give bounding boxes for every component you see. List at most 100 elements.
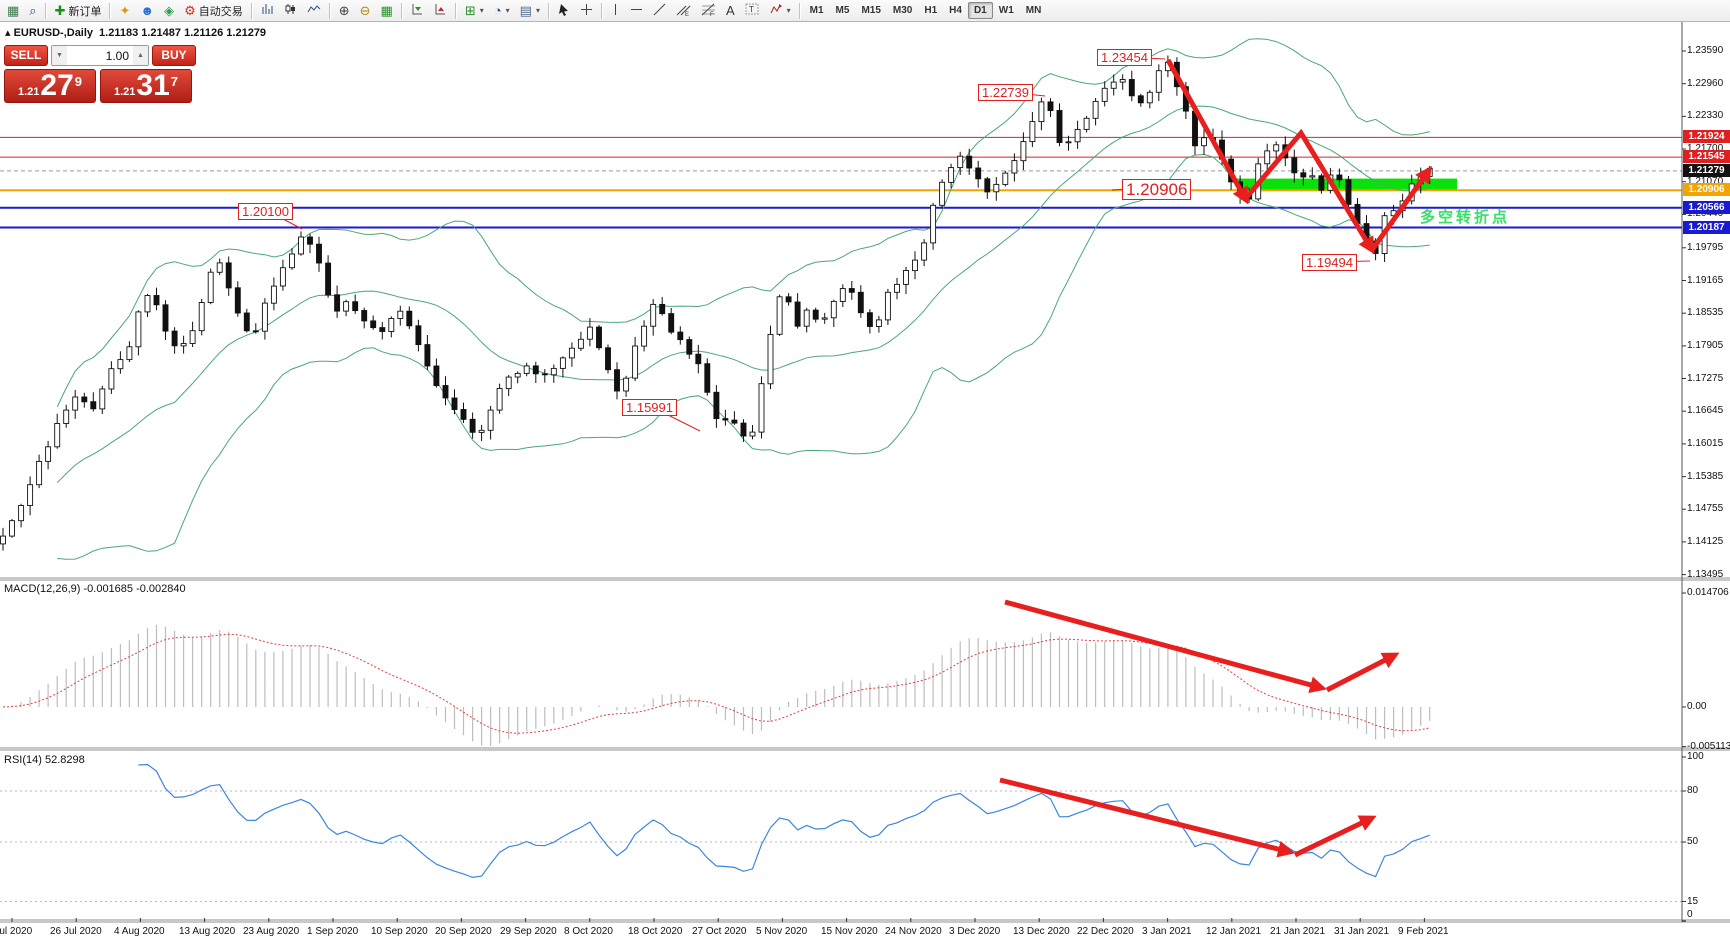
date-label: 13 Aug 2020 xyxy=(179,926,236,937)
trend-arrow xyxy=(1165,58,1249,205)
cursor-icon xyxy=(558,3,570,19)
timeframe-mn[interactable]: MN xyxy=(1025,5,1042,16)
chart-title: ▴ EURUSD-,Daily 1.21183 1.21487 1.21126 1… xyxy=(5,26,266,39)
volume-increase-icon[interactable]: ▲ xyxy=(133,46,148,65)
horizontal-line-icon xyxy=(630,5,643,17)
channel-icon[interactable]: E xyxy=(671,2,696,19)
sell-price[interactable]: 1.21 27 9 xyxy=(4,69,96,103)
rsi-tick-label: 100 xyxy=(1687,751,1704,762)
new-chart-icon[interactable]: ▦ xyxy=(2,2,24,19)
buy-price[interactable]: 1.21 31 7 xyxy=(100,69,192,103)
price-tick-label: 1.19795 xyxy=(1687,242,1724,253)
volume-decrease-icon[interactable]: ▼ xyxy=(52,46,67,65)
volume-value[interactable]: 1.00 xyxy=(105,48,129,63)
shapes-dropdown-icon[interactable]: ▾ xyxy=(764,2,796,19)
bull-candles xyxy=(0,61,1433,545)
timeframe-m1[interactable]: M1 xyxy=(809,5,824,16)
crosshair-icon[interactable] xyxy=(575,2,598,19)
bar-chart-icon xyxy=(261,3,274,18)
chart-profile-icon[interactable]: ⌕ xyxy=(24,2,41,19)
signal-icon[interactable]: ◈ xyxy=(159,2,179,19)
bear-candles xyxy=(81,61,1379,437)
tile-windows-icon: ▦ xyxy=(380,3,393,18)
level-price-badge: 1.20187 xyxy=(1683,221,1730,234)
price-annotation[interactable]: 1.20100 xyxy=(238,203,293,220)
trend-arrow xyxy=(1004,599,1327,694)
add-indicator-dropdown-caret[interactable]: ▾ xyxy=(479,6,484,15)
symbol-period-label: EURUSD-,Daily xyxy=(13,27,94,39)
bollinger-band xyxy=(56,38,1430,408)
community-icon[interactable]: ☻ xyxy=(135,2,159,19)
price-tick-label: 1.14125 xyxy=(1687,536,1724,547)
price-tick-label: 1.23590 xyxy=(1687,45,1724,56)
price-annotation[interactable]: 1.15991 xyxy=(622,399,677,416)
turning-point-note[interactable]: 多空转折点 xyxy=(1420,209,1511,226)
volume-stepper[interactable]: ▼ 1.00 ▲ xyxy=(51,45,149,66)
date-label: 5 Jul 2020 xyxy=(0,926,33,937)
add-indicator-dropdown[interactable]: ⊞ ▾ xyxy=(460,2,489,19)
cursor-icon[interactable] xyxy=(553,2,575,19)
date-label: 26 Jul 2020 xyxy=(50,926,102,937)
new-order-icon[interactable]: ✚ 新订单 xyxy=(50,2,107,19)
candle-wicks xyxy=(2,55,1431,551)
timeframe-m5[interactable]: M5 xyxy=(835,5,850,16)
level-price-badge: 1.20906 xyxy=(1683,183,1730,196)
price-tick-label: 1.21700 xyxy=(1687,143,1724,154)
label-icon: T xyxy=(745,3,759,18)
price-annotation[interactable]: 1.20906 xyxy=(1122,179,1192,200)
label-icon[interactable]: T xyxy=(740,2,764,19)
zoom-in-icon: ⊕ xyxy=(338,3,350,18)
timeframe-m15[interactable]: M15 xyxy=(861,5,881,16)
trendline-icon[interactable] xyxy=(648,2,671,19)
fibonacci-icon[interactable]: F xyxy=(696,2,721,19)
price-tick-label: 1.19165 xyxy=(1687,275,1724,286)
date-label: 9 Feb 2021 xyxy=(1398,926,1449,937)
date-label: 18 Oct 2020 xyxy=(628,926,683,937)
sell-price-pip: 9 xyxy=(74,74,83,89)
buy-button[interactable]: BUY xyxy=(152,45,196,66)
price-tick-label: 1.22960 xyxy=(1687,78,1724,89)
vertical-line-icon[interactable] xyxy=(606,2,625,19)
shapes-dropdown-icon-caret[interactable]: ▾ xyxy=(786,6,791,15)
svg-text:F: F xyxy=(710,12,714,16)
line-chart-icon[interactable] xyxy=(302,2,326,19)
autotrading-icon[interactable]: ⚙ 自动交易 xyxy=(179,2,248,19)
date-label: 21 Jan 2021 xyxy=(1270,926,1326,937)
price-tick-label: 1.17905 xyxy=(1687,340,1724,351)
timeframe-h4[interactable]: H4 xyxy=(949,5,962,16)
current-price-badge: 1.21279 xyxy=(1683,164,1730,177)
period-clock-dropdown[interactable]: ◔ ▾ xyxy=(489,2,515,19)
timeframe-m30[interactable]: M30 xyxy=(892,5,913,16)
template-dropdown[interactable]: ▤ ▾ xyxy=(515,2,545,19)
broom-icon[interactable]: ✦ xyxy=(114,2,135,19)
trend-arrow xyxy=(1325,652,1400,693)
date-label: 31 Jan 2021 xyxy=(1334,926,1390,937)
macd-tick-label: 0.00 xyxy=(1687,701,1707,712)
candlestick-chart-icon[interactable] xyxy=(279,2,302,19)
rsi-tick-label: 0 xyxy=(1687,909,1693,920)
macd-histogram xyxy=(11,624,1431,746)
timeframe-h1[interactable]: H1 xyxy=(924,5,938,16)
date-label: 5 Nov 2020 xyxy=(756,926,808,937)
indicator-window2-icon[interactable] xyxy=(429,2,452,19)
text-icon[interactable]: A xyxy=(721,2,740,19)
timeframe-d1[interactable]: D1 xyxy=(967,2,993,19)
bar-chart-icon[interactable] xyxy=(256,2,279,19)
period-clock-dropdown-caret[interactable]: ▾ xyxy=(505,6,510,15)
timeframe-w1[interactable]: W1 xyxy=(998,5,1014,16)
price-annotation[interactable]: 1.23454 xyxy=(1097,49,1152,66)
zoom-in-icon[interactable]: ⊕ xyxy=(334,2,355,19)
template-dropdown-caret[interactable]: ▾ xyxy=(535,6,540,15)
price-annotation[interactable]: 1.22739 xyxy=(978,84,1033,101)
fibonacci-icon: F xyxy=(701,3,716,19)
indicator-window-icon[interactable] xyxy=(406,2,429,19)
tile-windows-icon[interactable]: ▦ xyxy=(376,2,398,19)
horizontal-line-icon[interactable] xyxy=(625,2,648,19)
date-label: 3 Jan 2021 xyxy=(1142,926,1192,937)
sell-price-main: 27 xyxy=(40,69,74,102)
sell-button[interactable]: SELL xyxy=(4,45,48,66)
price-annotation[interactable]: 1.19494 xyxy=(1302,254,1357,271)
price-tick-label: 1.22330 xyxy=(1687,110,1724,121)
zoom-out-icon[interactable]: ⊖ xyxy=(355,2,376,19)
svg-text:E: E xyxy=(685,12,689,16)
